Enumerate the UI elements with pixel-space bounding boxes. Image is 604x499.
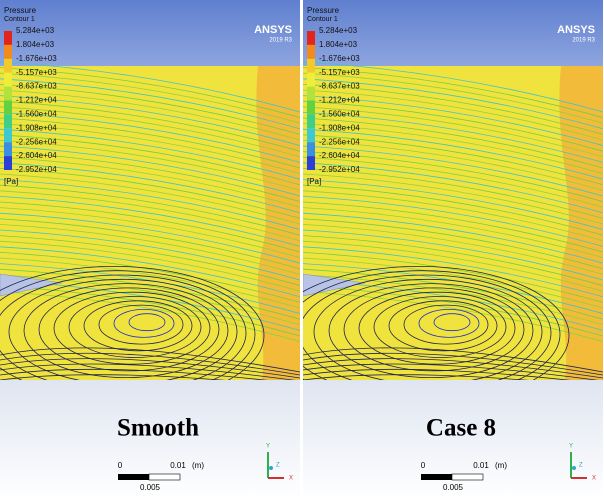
legend-title: Pressure: [307, 6, 340, 15]
legend-label: -2.604e+04: [16, 151, 57, 160]
scale-bar-light: [149, 474, 180, 480]
scale-mid: 0.005: [443, 483, 464, 492]
legend-label: 1.804e+03: [319, 40, 358, 49]
legend-label: -2.604e+04: [319, 151, 360, 160]
color-bar-segment: [4, 59, 12, 73]
color-bar-segment: [307, 59, 315, 73]
color-bar-segment: [4, 31, 12, 45]
caption: Case 8: [426, 415, 496, 442]
legend-label: -1.676e+03: [319, 54, 360, 63]
figure: PressureContour 15.284e+031.804e+03-1.67…: [0, 0, 604, 499]
legend-title: Pressure: [4, 6, 37, 15]
logo-version: 2019 R3: [572, 38, 595, 44]
scale-unit: (m): [495, 461, 507, 470]
color-bar-segment: [307, 73, 315, 87]
color-bar-segment: [4, 73, 12, 87]
panel: PressureContour 1 5.284e+03 1.804e+03 -1.67…: [0, 0, 300, 499]
color-bar-segment: [307, 142, 315, 156]
scale-mid: 0.005: [140, 483, 161, 492]
legend-label: -1.676e+03: [16, 54, 57, 63]
color-bar-segment: [307, 31, 315, 45]
color-bar-segment: [4, 101, 12, 115]
legend-label: -1.908e+04: [16, 123, 57, 132]
legend-label: 5.284e+03: [16, 26, 55, 35]
legend-label: -5.157e+03: [16, 68, 57, 77]
legend-unit: [Pa]: [307, 177, 321, 186]
page: PressureContour 15.284e+031.804e+03-1.67…: [0, 0, 604, 499]
color-bar-segment: [4, 114, 12, 128]
logo-name: ANSYS: [557, 24, 595, 36]
legend-label: -1.560e+04: [16, 110, 57, 119]
legend-label: -2.952e+04: [319, 165, 360, 174]
scale-start: 0: [421, 461, 426, 470]
legend-label: -5.157e+03: [319, 68, 360, 77]
logo-name: ANSYS: [254, 24, 292, 36]
axis-z-label: Z: [579, 463, 583, 469]
color-bar-segment: [307, 114, 315, 128]
legend-label: 5.284e+03: [319, 26, 358, 35]
panel: PressureContour 1 5.284e+03 1.804e+03 -1.67…: [269, 0, 603, 499]
legend-label: -2.256e+04: [16, 137, 57, 146]
color-bar-segment: [4, 128, 12, 142]
legend-label: -2.952e+04: [16, 165, 57, 174]
scale-bar-dark: [118, 474, 149, 480]
axis-x-label: X: [289, 476, 293, 482]
scale-bar-light: [452, 474, 483, 480]
scale-end: 0.01: [473, 461, 489, 470]
color-bar-segment: [307, 156, 315, 170]
color-bar-segment: [4, 156, 12, 170]
legend-label: -1.908e+04: [319, 123, 360, 132]
legend-label: -8.637e+03: [319, 82, 360, 91]
scale-start: 0: [118, 461, 123, 470]
axis-x-label: X: [592, 476, 596, 482]
legend-label: -1.560e+04: [319, 110, 360, 119]
axis-z-label: Z: [276, 463, 280, 469]
legend-unit: [Pa]: [4, 177, 18, 186]
scale-bar-dark: [421, 474, 452, 480]
legend-label: -8.637e+03: [16, 82, 57, 91]
legend-label: -1.212e+04: [319, 96, 360, 105]
logo-version: 2019 R3: [269, 38, 292, 44]
axis-z: [269, 466, 273, 470]
color-bar-segment: [307, 128, 315, 142]
scale-unit: (m): [192, 461, 204, 470]
color-bar-segment: [307, 45, 315, 59]
legend-label: -2.256e+04: [319, 137, 360, 146]
color-bar-segment: [307, 101, 315, 115]
color-bar-segment: [4, 87, 12, 101]
legend-subtitle: Contour 1: [307, 16, 338, 23]
legend-subtitle: Contour 1: [4, 16, 35, 23]
legend-label: -1.212e+04: [16, 96, 57, 105]
color-bar-segment: [4, 45, 12, 59]
axis-z: [572, 466, 576, 470]
axis-y-label: Y: [569, 444, 573, 450]
axis-y-label: Y: [266, 444, 270, 450]
color-bar-segment: [307, 87, 315, 101]
color-bar-segment: [4, 142, 12, 156]
legend-label: 1.804e+03: [16, 40, 55, 49]
caption: Smooth: [117, 415, 199, 442]
scale-end: 0.01: [170, 461, 186, 470]
